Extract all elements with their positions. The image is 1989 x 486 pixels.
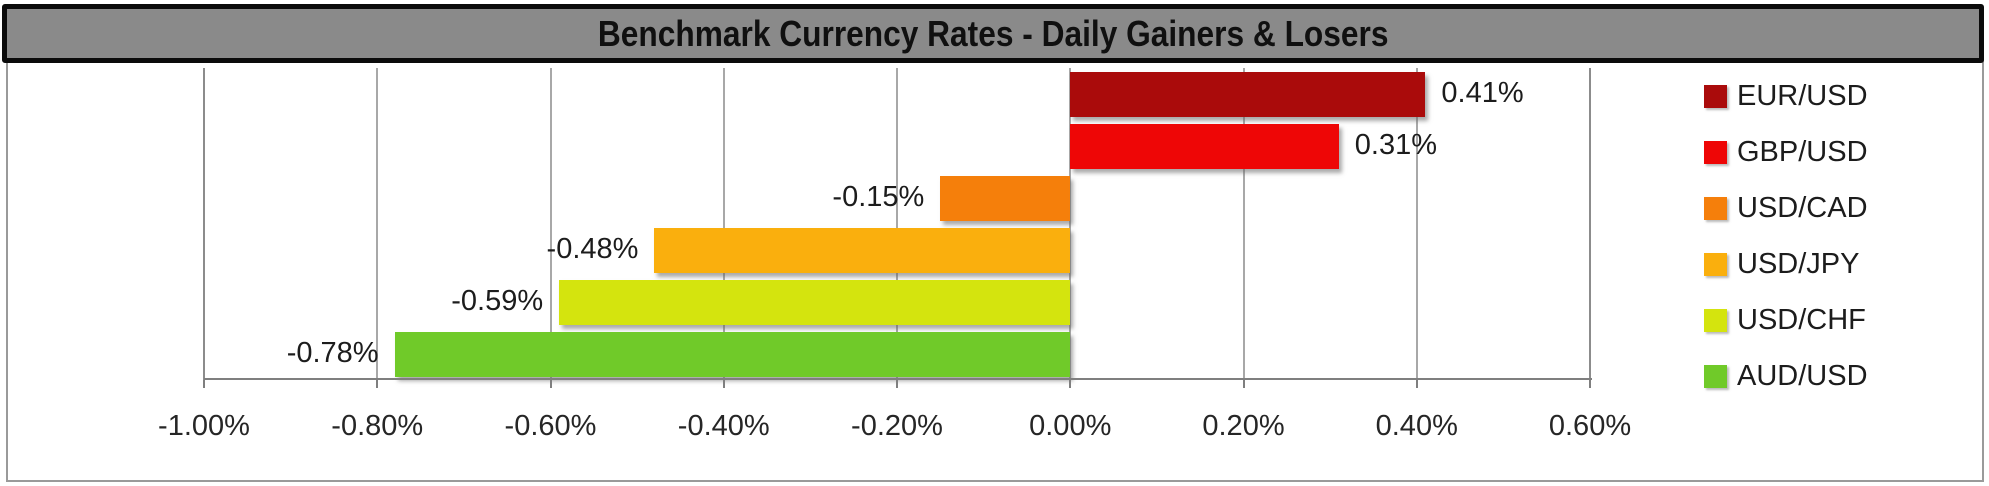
x-axis-line [204,378,1592,380]
legend-item-usd-chf: USD/CHF [1704,298,1866,342]
x-axis-tickmark [1242,380,1245,388]
bar-value-label: -0.15% [832,181,925,213]
gridline [376,68,379,380]
x-axis-tickmark [1069,380,1072,388]
x-axis-label: -0.40% [677,410,770,442]
legend-label: GBP/USD [1737,135,1868,168]
x-axis-tickmark [549,380,552,388]
bar-eur-usd [1070,72,1426,117]
x-axis-label: -1.00% [158,410,250,442]
legend-color-swatch [1704,364,1727,388]
legend-color-swatch [1704,308,1727,332]
bar-usd-jpy [654,228,1071,273]
gridline [1589,68,1591,380]
x-axis-label: -0.80% [331,410,424,442]
legend-label: USD/JPY [1737,247,1860,280]
bar-gbp-usd [1070,124,1339,169]
plot-area: 0.41% 0.31% -0.15% -0.48% -0.59% -0.78% [203,68,1591,380]
legend-label: USD/CAD [1737,191,1868,224]
legend-color-swatch [1704,84,1727,108]
x-axis-tickmark [1589,380,1591,388]
legend-item-usd-cad: USD/CAD [1704,186,1868,230]
x-axis-tickmark [203,380,205,388]
x-axis-label: -0.20% [851,410,943,442]
legend-label: USD/CHF [1737,303,1866,336]
x-axis-tickmark [376,380,379,388]
legend-color-swatch [1704,252,1727,276]
bar-value-label: 0.31% [1354,129,1438,161]
x-axis-tickmark [1415,380,1418,388]
gridline [203,68,205,380]
bar-value-label: 0.41% [1441,77,1524,109]
legend-color-swatch [1704,140,1727,164]
bar-aud-usd [394,332,1071,377]
gridline [1069,68,1072,380]
legend-item-usd-jpy: USD/JPY [1704,242,1859,286]
legend-color-swatch [1704,196,1727,220]
x-axis-label: 0.40% [1375,410,1458,442]
x-axis-label: 0.60% [1548,410,1632,442]
legend-label: EUR/USD [1737,79,1868,112]
bar-value-label: -0.59% [451,285,544,317]
gridline [1242,68,1245,380]
gridline [722,68,725,380]
legend-item-gbp-usd: GBP/USD [1704,130,1868,174]
bar-value-label: -0.48% [546,233,639,265]
x-axis-label: 0.20% [1202,410,1285,442]
bar-usd-chf [559,280,1071,325]
chart-title: Benchmark Currency Rates - Daily Gainers… [597,12,1389,54]
bar-usd-cad [940,176,1071,221]
bar-value-label: -0.78% [286,337,379,369]
legend-label: AUD/USD [1737,359,1868,392]
gridline [549,68,552,380]
gridline [1415,68,1418,380]
chart-title-bar: Benchmark Currency Rates - Daily Gainers… [2,4,1984,63]
gridline [896,68,898,380]
legend-item-eur-usd: EUR/USD [1704,74,1868,118]
x-axis-tickmark [722,380,725,388]
x-axis-label: 0.00% [1029,410,1112,442]
legend-item-aud-usd: AUD/USD [1704,354,1868,398]
x-axis-tickmark [896,380,898,388]
x-axis-label: -0.60% [504,410,597,442]
